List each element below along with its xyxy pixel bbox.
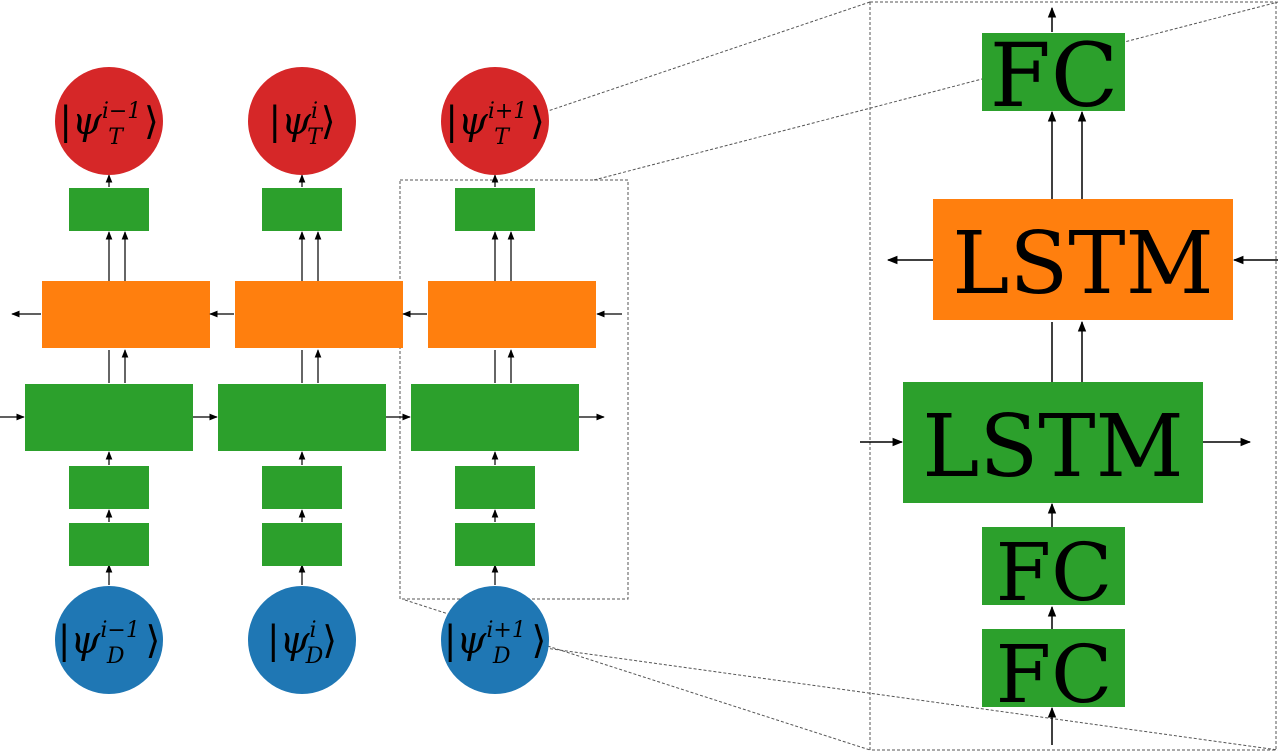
col-2-lstm-forward-box — [218, 384, 386, 451]
col-3-fc-bottom-box — [455, 523, 535, 566]
ket-bar: | — [58, 618, 71, 662]
col-3-target-state-label: |ψi+1 T ⟩ — [445, 99, 545, 150]
col-1-fc-bottom-box — [69, 523, 149, 566]
detail-lstm-forward-label: LSTM — [922, 397, 1183, 497]
col-3-lstm-backward-box — [428, 281, 596, 348]
subscript-label: D — [106, 644, 125, 669]
detail-panel: FC LSTM LSTM FC FC — [860, 6, 1278, 745]
detail-fc-mid-box — [982, 527, 1125, 605]
detail-lstm-backward-label: LSTM — [952, 214, 1213, 314]
col-3-input-state-label: |ψi+1 D ⟩ — [444, 618, 547, 669]
superscript-index: i−1 — [100, 618, 139, 643]
psi-symbol: ψ — [281, 99, 312, 143]
psi-symbol: ψ — [72, 99, 103, 143]
zoom-line-top-inner — [593, 1, 1278, 181]
col-1-target-state-circle — [55, 67, 163, 175]
detail-fc-mid-label: FC — [996, 526, 1113, 619]
psi-symbol: ψ — [457, 618, 488, 662]
col-2-input-state-label: |ψi D⟩ — [267, 618, 337, 669]
detail-panel-frame — [869, 1, 1277, 751]
psi-symbol: ψ — [71, 618, 102, 662]
col-2-lstm-backward-box — [235, 281, 403, 348]
subscript-label: T — [307, 125, 324, 150]
col-3-fc-mid-box — [455, 466, 535, 509]
col-2-fc-bottom-box — [262, 523, 342, 566]
subscript-label: D — [492, 644, 511, 669]
detail-fc-bottom-label: FC — [996, 628, 1113, 721]
zoom-line-bottom-inner — [544, 647, 1278, 751]
unrolled-columns: |ψi−1 T ⟩|ψi−1 D ⟩|ψi T⟩|ψi D⟩|ψi+1 T ⟩|ψi+1 D ⟩ — [0, 67, 622, 694]
superscript-index: i−1 — [102, 99, 141, 124]
zoom-line-top-outer — [544, 1, 871, 113]
psi-symbol: ψ — [280, 618, 311, 662]
superscript-index: i — [311, 99, 318, 124]
subscript-label: T — [108, 125, 125, 150]
ket-bar: | — [59, 99, 72, 143]
ket-bar: | — [444, 618, 457, 662]
col-1-lstm-forward-box — [25, 384, 193, 451]
col-2-target-state-label: |ψi T⟩ — [268, 99, 335, 150]
col-1-fc-top-box — [69, 188, 149, 231]
psi-symbol: ψ — [458, 99, 489, 143]
detail-fc-bottom-box — [982, 629, 1125, 707]
ket-bar: | — [267, 618, 280, 662]
col-2-fc-top-box — [262, 188, 342, 231]
ket-angle: ⟩ — [321, 99, 336, 143]
col-1-lstm-backward-box — [42, 281, 210, 348]
detail-fc-top-label: FC — [990, 24, 1118, 127]
ket-angle: ⟩ — [322, 618, 337, 662]
ket-angle: ⟩ — [145, 618, 160, 662]
ket-angle: ⟩ — [530, 99, 545, 143]
superscript-index: i — [310, 618, 317, 643]
ket-bar: | — [268, 99, 281, 143]
col-2-input-state-circle — [248, 586, 356, 694]
col-3-target-state-circle — [441, 67, 549, 175]
detail-lstm-forward-box — [903, 382, 1203, 503]
col-1-input-state-label: |ψi−1 D ⟩ — [58, 618, 161, 669]
col-3-input-state-circle — [441, 586, 549, 694]
col-1-target-state-label: |ψi−1 T ⟩ — [59, 99, 159, 150]
superscript-index: i+1 — [488, 99, 527, 124]
col-2-fc-mid-box — [262, 466, 342, 509]
ket-bar: | — [445, 99, 458, 143]
subscript-label: D — [305, 644, 324, 669]
subscript-label: T — [494, 125, 511, 150]
detail-lstm-backward-box — [933, 199, 1233, 320]
detail-arrows — [860, 6, 1278, 745]
col-1-fc-mid-box — [69, 466, 149, 509]
col-3-lstm-forward-box — [411, 384, 579, 451]
ket-angle: ⟩ — [531, 618, 546, 662]
superscript-index: i+1 — [486, 618, 525, 643]
ket-angle: ⟩ — [144, 99, 159, 143]
col-1-input-state-circle — [55, 586, 163, 694]
col-2-target-state-circle — [248, 67, 356, 175]
col-3-fc-top-box — [455, 188, 535, 231]
detail-fc-top-box — [982, 33, 1125, 111]
